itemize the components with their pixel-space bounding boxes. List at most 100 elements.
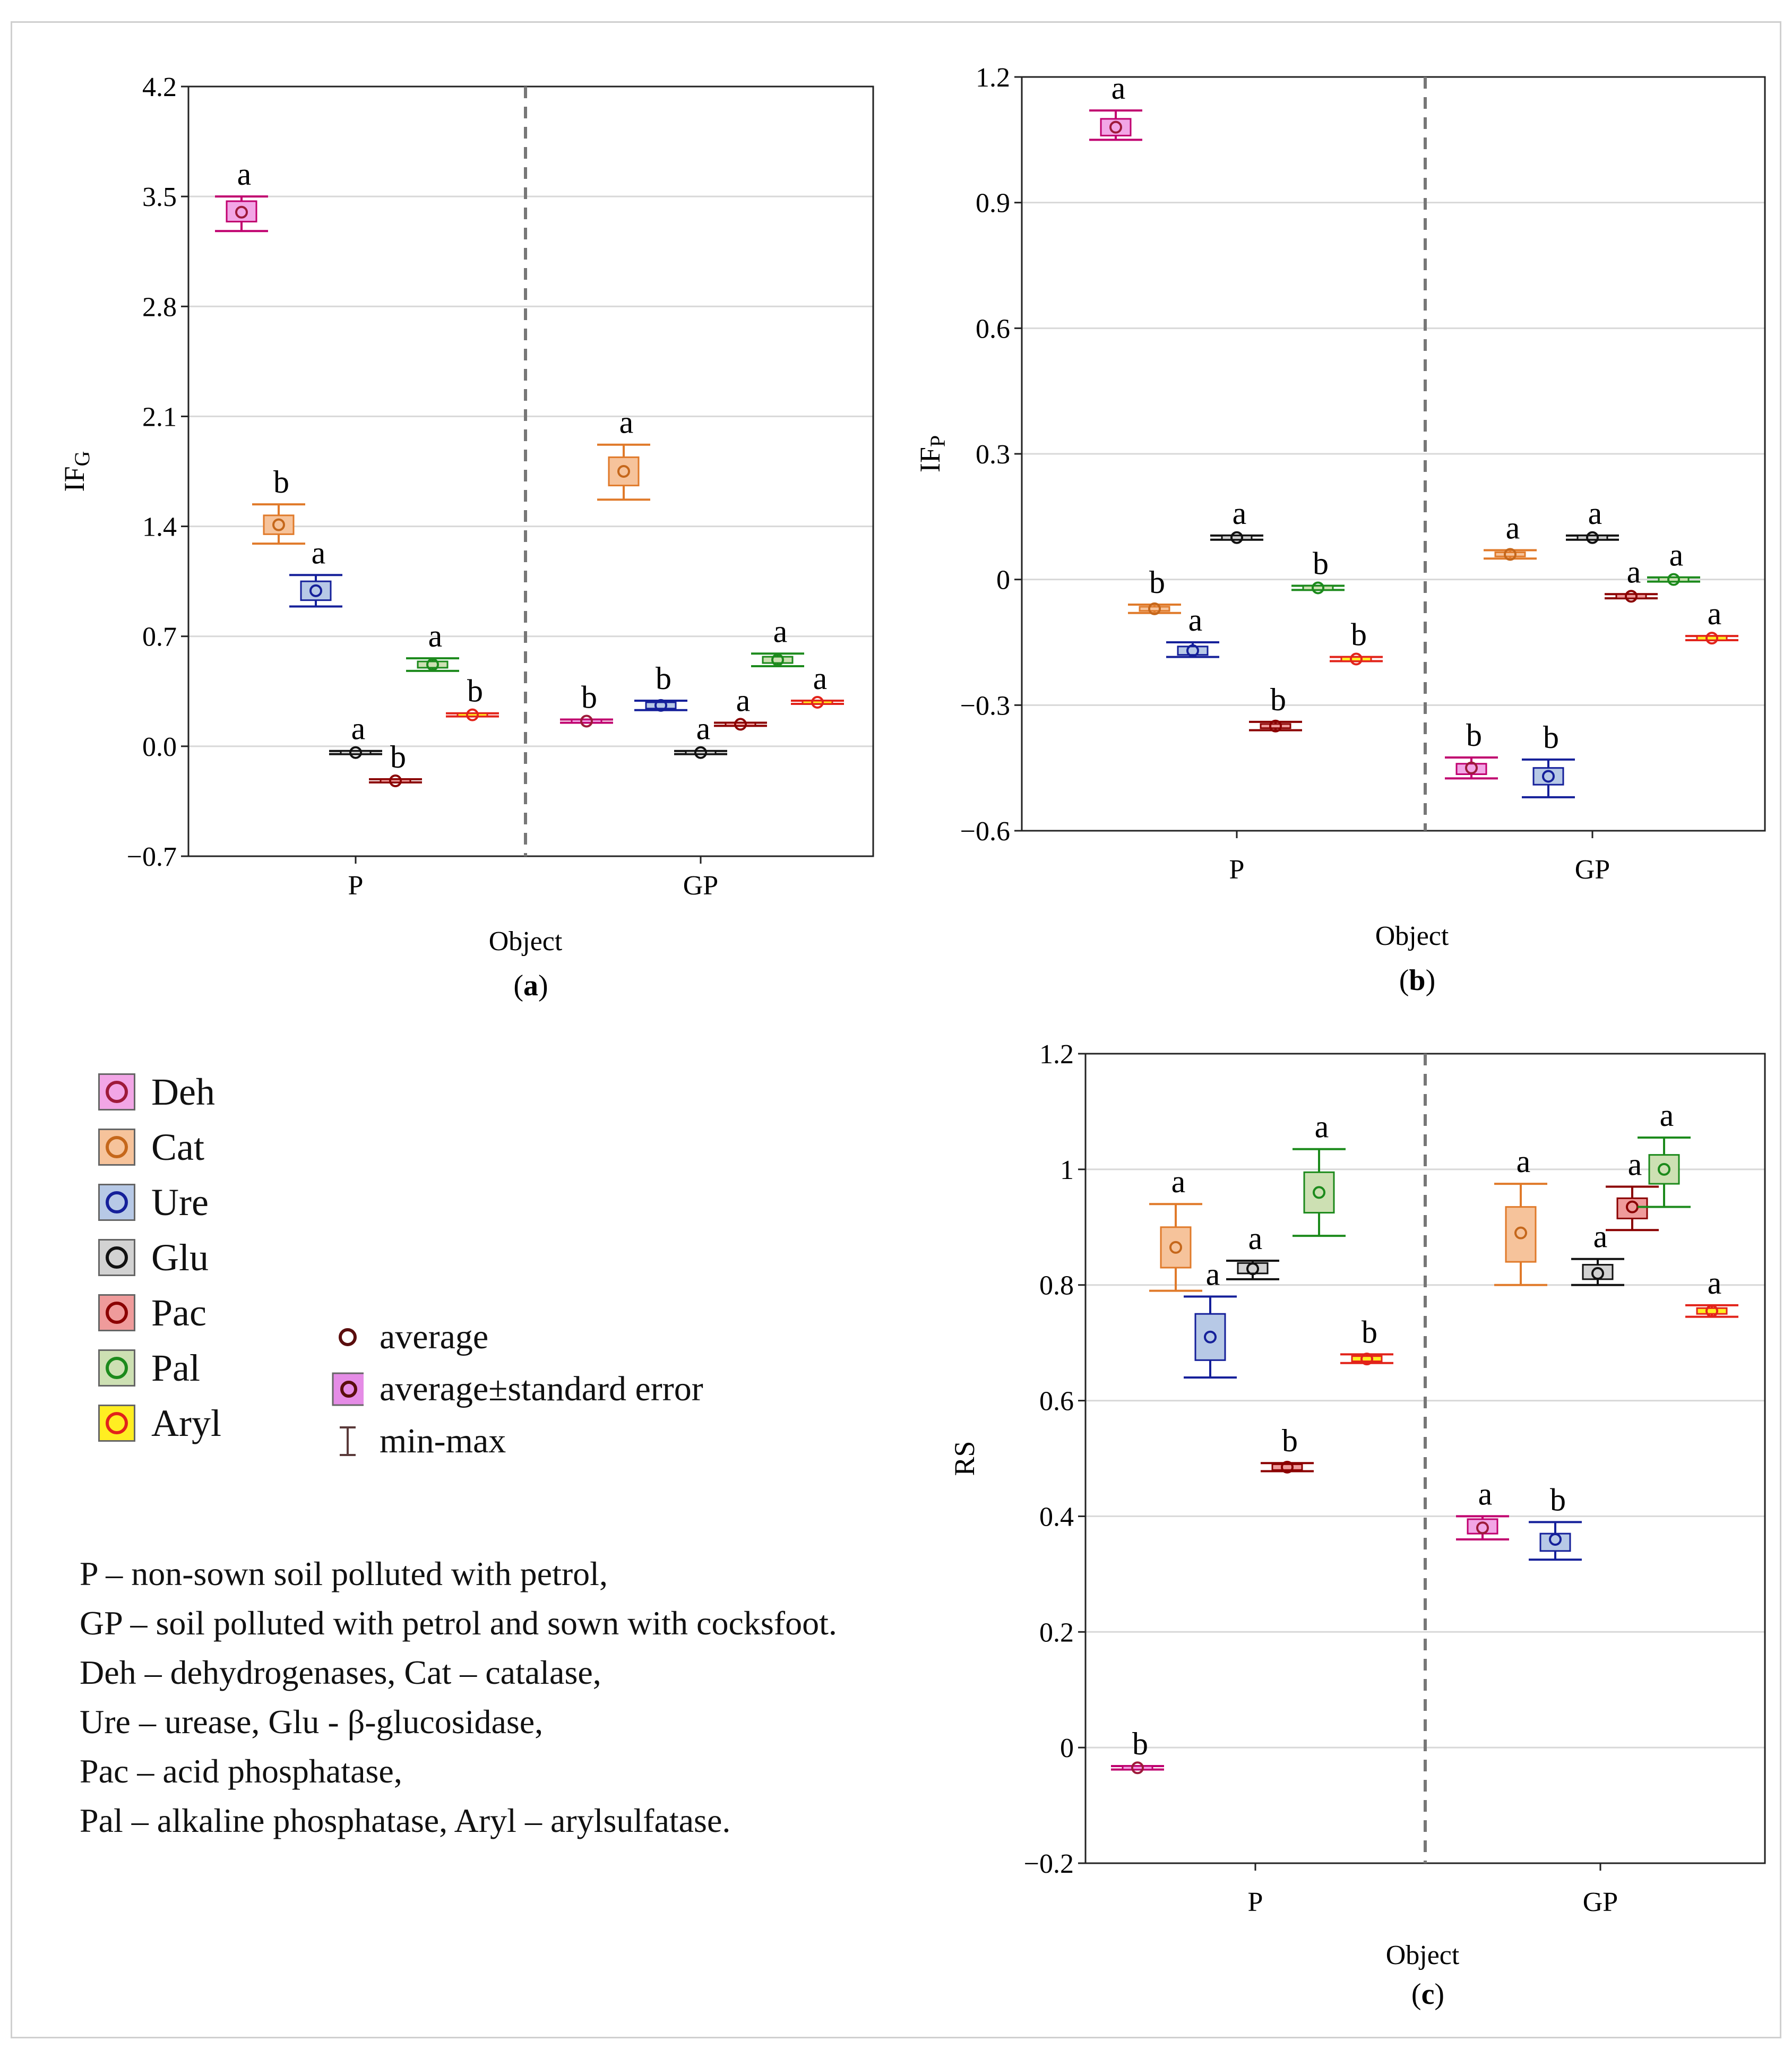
key-average: average <box>332 1311 703 1363</box>
mean-point <box>1465 761 1478 774</box>
y-tick-label: 0.4 <box>1039 1502 1074 1532</box>
mean-point <box>1131 1761 1144 1775</box>
se-box <box>1658 576 1690 583</box>
significance-letter: a <box>1171 1164 1186 1199</box>
legend-item-ure: Ure <box>98 1175 221 1230</box>
mean-point <box>1204 1330 1217 1344</box>
box-glu-gp: a <box>1571 1219 1624 1286</box>
box-pal-p: b <box>1291 546 1345 595</box>
box-pac-gp: a <box>714 683 767 731</box>
significance-letter: b <box>1466 718 1482 753</box>
se-box <box>1303 1171 1335 1214</box>
box-pal-p: a <box>1293 1109 1346 1237</box>
mean-point <box>466 708 479 721</box>
significance-letter: a <box>1233 496 1247 531</box>
figure-frame <box>11 21 1781 2038</box>
significance-letter: a <box>696 711 711 746</box>
se-box <box>725 721 756 727</box>
legend-label: Pac <box>151 1292 206 1334</box>
se-box <box>1576 535 1608 541</box>
significance-letter: b <box>390 739 406 774</box>
se-box <box>340 750 372 755</box>
caption-part: ) <box>538 969 548 1002</box>
box-cat-gp: a <box>597 405 650 501</box>
y-axis-label: IFG <box>58 451 94 492</box>
y-tick-label: 0.6 <box>976 314 1010 344</box>
significance-letter: a <box>1708 1265 1722 1301</box>
plot-area <box>1021 76 1766 832</box>
significance-letter: a <box>1206 1257 1220 1292</box>
mean-point <box>1312 581 1324 595</box>
se-box <box>1351 1355 1383 1363</box>
box-aryl-p: b <box>1340 1314 1393 1366</box>
abbreviation-notes: P – non-sown soil polluted with petrol, … <box>80 1549 913 1845</box>
mean-point <box>654 699 667 712</box>
box-pac-gp: a <box>1606 1147 1659 1232</box>
caption-part: ) <box>1426 964 1436 997</box>
legend-label: Cat <box>151 1126 204 1168</box>
y-axis-label: RS <box>949 1441 980 1476</box>
box-pac-p: b <box>1249 682 1302 733</box>
legend-label: Deh <box>151 1071 215 1113</box>
se-box <box>1539 1533 1571 1552</box>
note-line: Deh – dehydrogenases, Cat – catalase, <box>80 1654 601 1691</box>
mean-point <box>1476 1521 1489 1535</box>
legend-label: Aryl <box>151 1402 221 1444</box>
mean-point <box>694 746 707 759</box>
legend-dot-pac <box>106 1302 128 1324</box>
legend-dot-pal <box>106 1357 128 1379</box>
note-line: P – non-sown soil polluted with petrol, <box>80 1555 608 1592</box>
box-aryl-gp: a <box>1685 596 1738 645</box>
box-ure-p: a <box>1184 1257 1237 1379</box>
average-icon <box>332 1327 364 1348</box>
significance-letter: a <box>1593 1219 1608 1254</box>
x-axis-label: Object <box>489 926 563 957</box>
se-box <box>1696 1307 1728 1315</box>
legend-dot-aryl <box>106 1412 128 1434</box>
se-box <box>1582 1264 1614 1280</box>
x-tick-label: P <box>1229 855 1245 885</box>
note-line: Pal – alkaline phosphatase, Aryl – aryls… <box>80 1802 731 1839</box>
box-cat-p: b <box>1128 565 1181 615</box>
se-box <box>300 580 332 601</box>
box-ure-gp: b <box>634 661 687 712</box>
legend-swatch-cat <box>98 1129 135 1166</box>
mean-point <box>1350 652 1363 666</box>
key-average-se-label: average±standard error <box>380 1370 703 1408</box>
mean-point <box>1625 590 1638 603</box>
se-box <box>1616 1197 1648 1219</box>
se-box <box>1177 645 1209 656</box>
box-pac-p: b <box>369 739 422 787</box>
box-aryl-gp: a <box>791 661 844 709</box>
se-box <box>1221 535 1253 541</box>
y-tick-label: −0.6 <box>960 816 1010 847</box>
y-tick-label: 0.0 <box>142 732 177 762</box>
y-tick-label: 1.2 <box>1039 1039 1074 1070</box>
box-aryl-p: b <box>446 674 499 721</box>
y-tick-label: 0.8 <box>1039 1271 1074 1301</box>
mean-point <box>1281 1460 1294 1474</box>
mean-point <box>1230 531 1243 544</box>
legend-swatch-aryl <box>98 1405 135 1442</box>
y-tick-label: 0.2 <box>1039 1617 1074 1648</box>
mean-point <box>617 465 630 478</box>
y-tick-label: 4.2 <box>142 72 177 102</box>
mean-point <box>1169 1241 1182 1254</box>
legend-swatch-deh <box>98 1073 135 1110</box>
box-ure-p: a <box>1166 602 1219 658</box>
significance-letter: a <box>1627 554 1641 589</box>
x-tick-label: GP <box>1583 1887 1618 1917</box>
significance-letter: a <box>1112 71 1126 106</box>
se-box <box>380 778 411 784</box>
key-minmax: min-max <box>332 1415 703 1467</box>
significance-letter: b <box>1351 617 1367 652</box>
legend-swatch-pal <box>98 1349 135 1387</box>
legend-label: Ure <box>151 1181 209 1224</box>
mean-point <box>1586 531 1599 544</box>
box-aryl-p: b <box>1330 617 1383 666</box>
significance-letter: a <box>1248 1221 1263 1256</box>
se-box <box>1340 656 1372 662</box>
se-box <box>1505 1206 1537 1263</box>
